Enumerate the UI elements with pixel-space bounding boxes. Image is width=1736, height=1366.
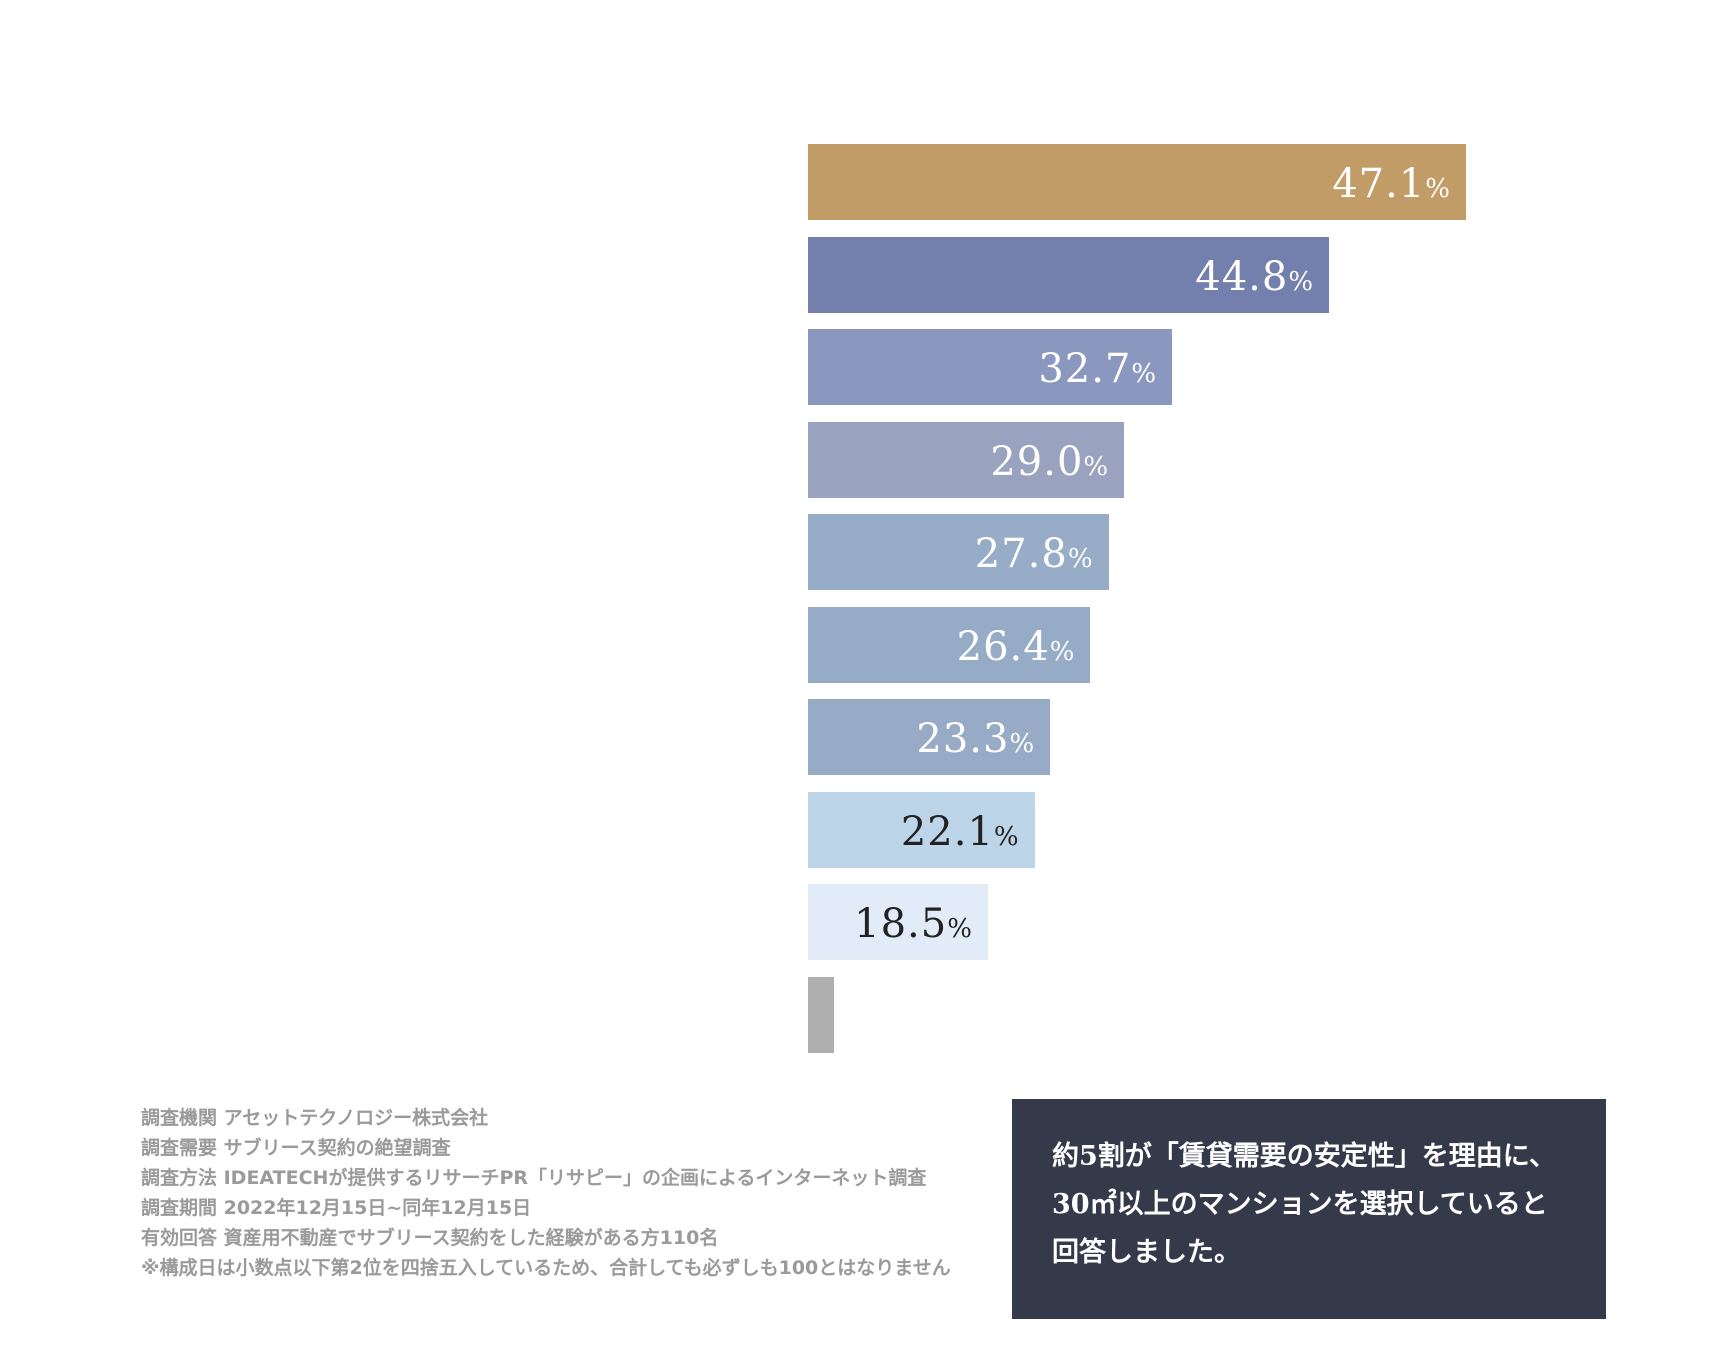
bar-value-label: 47.1% xyxy=(1332,144,1450,220)
note-line: 調査期間 2022年12月15日~同年12月15日 xyxy=(141,1197,532,1219)
bar xyxy=(808,976,834,1053)
bar-value: 44.8 xyxy=(1195,253,1289,300)
bar-value: 26.4 xyxy=(956,623,1050,670)
bar-value-label: 32.7% xyxy=(1038,329,1156,405)
note-line: 有効回答 資産用不動産でサブリース契約をした経験がある方110名 xyxy=(141,1227,719,1249)
bar-value-label: 44.8% xyxy=(1195,237,1313,313)
bar: 44.8% xyxy=(808,236,1330,313)
callout-line: 約5割が「賃貸需要の安定性」を理由に、 xyxy=(1052,1141,1556,1172)
percent-unit: % xyxy=(993,821,1019,852)
bar: 47.1% xyxy=(808,144,1466,220)
callout-line: 30㎡以上のマンションを選択していると xyxy=(1052,1189,1548,1220)
bar-value: 23.3 xyxy=(916,716,1010,762)
bar-value: 22.1 xyxy=(900,808,994,855)
percent-unit: % xyxy=(1131,359,1157,389)
summary-callout: 約5割が「賃貸需要の安定性」を理由に、 30㎡以上のマンションを選択していると … xyxy=(1012,1099,1606,1319)
bar: 23.3% xyxy=(808,699,1051,775)
percent-unit: % xyxy=(1425,174,1450,204)
bar-value: 32.7 xyxy=(1038,346,1132,392)
percent-unit: % xyxy=(1009,729,1035,759)
percent-unit: % xyxy=(1067,544,1093,574)
note-line: 調査機関 アセットテクノロジー株式会社 xyxy=(141,1107,489,1129)
bar-value-label: 23.3% xyxy=(916,699,1034,775)
percent-unit: % xyxy=(947,914,972,944)
bar-value-label: 26.4% xyxy=(957,607,1075,683)
bar: 29.0% xyxy=(808,421,1125,498)
callout-line: 回答しました。 xyxy=(1052,1237,1241,1268)
percent-unit: % xyxy=(1288,266,1314,297)
bar-value-label: 29.0% xyxy=(990,422,1108,498)
bar-value: 27.8 xyxy=(974,531,1068,577)
percent-unit: % xyxy=(1083,451,1109,482)
horizontal-bar-chart: 47.1% 44.8% 32.7% 29.0% 27.8% 26.4% 23.3% 22.1%… xyxy=(808,144,1466,1053)
bar-value-label: 22.1% xyxy=(901,792,1019,868)
bar: 26.4% xyxy=(808,606,1091,683)
bar-value-label: 18.5% xyxy=(854,884,972,960)
bar: 32.7% xyxy=(808,329,1173,405)
note-line: 調査方法 IDEATECHが提供するリサーチPR「リサピー」の企画によるインター… xyxy=(141,1167,927,1189)
bar-value: 18.5 xyxy=(854,901,948,947)
bar-value-label: 27.8% xyxy=(975,514,1093,590)
bar: 22.1% xyxy=(808,791,1035,868)
note-line: ※構成日は小数点以下第2位を四捨五入しているため、合計しても必ずしも100とはな… xyxy=(141,1257,951,1279)
bar: 27.8% xyxy=(808,514,1109,590)
bar-value: 47.1 xyxy=(1332,161,1426,207)
bar: 18.5% xyxy=(808,884,988,960)
bar-value: 29.0 xyxy=(990,438,1084,485)
survey-notes: 調査機関 アセットテクノロジー株式会社 調査需要 サブリース契約の絶望調査 調査… xyxy=(141,1103,951,1283)
note-line: 調査需要 サブリース契約の絶望調査 xyxy=(141,1137,451,1159)
percent-unit: % xyxy=(1049,636,1075,667)
